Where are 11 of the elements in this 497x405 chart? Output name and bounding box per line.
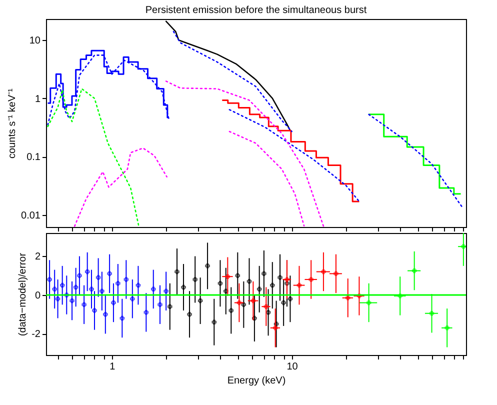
y-tick-label: 2 bbox=[34, 252, 41, 263]
y-tick-label: 0.1 bbox=[26, 152, 41, 164]
y-tick-label: 1 bbox=[34, 94, 41, 105]
y-tick-label: -2 bbox=[32, 329, 41, 340]
x-axis-title: Energy (keV) bbox=[227, 376, 286, 386]
y-tick-label: 0.01 bbox=[21, 210, 41, 222]
y-tick-label: 10 bbox=[29, 36, 41, 47]
y-axis-title: counts s⁻¹ keV⁻¹ bbox=[7, 88, 18, 158]
chart-title: Persistent emission before the simultaneous burst bbox=[145, 5, 367, 16]
y-tick-label: 0 bbox=[34, 290, 41, 302]
y-axis-title: (data−model)/error bbox=[18, 252, 29, 336]
